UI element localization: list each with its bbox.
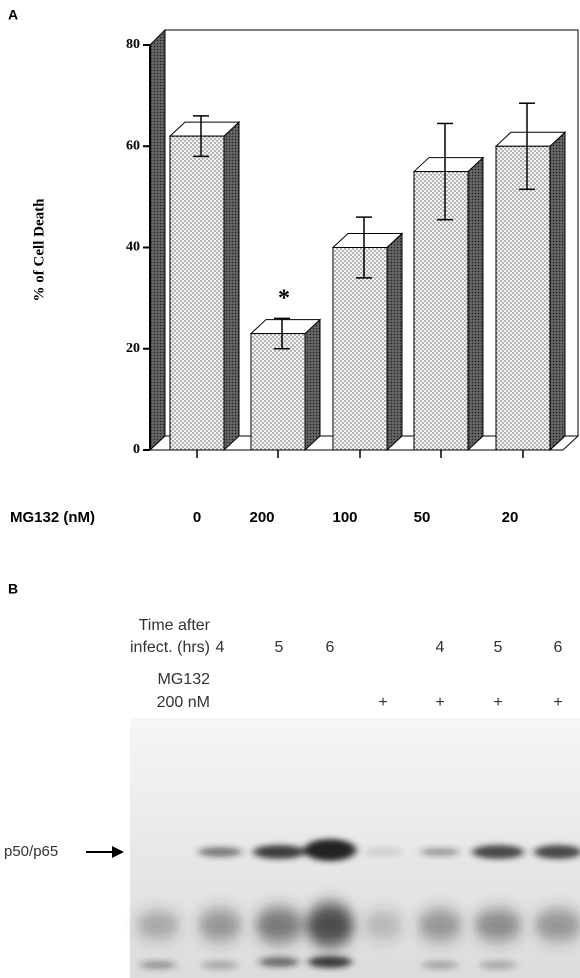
band-arrow — [86, 846, 124, 858]
y-tick-label: 20 — [126, 341, 140, 356]
lane-time: 4 — [436, 639, 445, 656]
mg-label: 200 nM — [157, 694, 210, 711]
lane-treatment: + — [493, 694, 502, 711]
lane-time: 5 — [494, 639, 503, 656]
x-tick-label: 50 — [414, 509, 431, 526]
x-tick-label: 20 — [502, 509, 519, 526]
bar — [496, 146, 550, 450]
bar-side — [224, 122, 239, 450]
band-label: p50/p65 — [4, 843, 58, 860]
bar — [251, 334, 305, 450]
panel-label: A — [8, 7, 18, 23]
x-tick-label: 200 — [249, 509, 274, 526]
lane-time: 6 — [326, 639, 335, 656]
y-tick-label: 0 — [133, 442, 140, 457]
y-tick-label: 40 — [126, 240, 140, 255]
figure: A 0 20 40 60 80 0 200 100 50 20 % of Cell Death M… — [0, 0, 580, 978]
x-tick-label: 100 — [332, 509, 357, 526]
bar-side — [550, 132, 565, 450]
lane-time: 4 — [216, 639, 225, 656]
lane-time: 5 — [275, 639, 284, 656]
bar — [414, 172, 468, 450]
gel — [130, 718, 580, 978]
time-label: infect. (hrs) — [130, 639, 210, 656]
lane-time: 6 — [554, 639, 563, 656]
x-tick-label: 0 — [193, 509, 201, 526]
x-axis-label: MG132 (nM) — [10, 509, 95, 526]
bar-side — [387, 234, 402, 451]
lane-treatment: + — [378, 694, 387, 711]
y-axis-label: % of Cell Death — [31, 198, 47, 302]
panel-label: B — [8, 581, 18, 597]
time-label: Time after — [139, 617, 211, 634]
lane-treatment: + — [553, 694, 562, 711]
lane-treatment: + — [435, 694, 444, 711]
annotation: * — [278, 286, 290, 312]
y-tick-label: 60 — [126, 138, 140, 153]
y-tick-label: 80 — [126, 37, 140, 52]
bar-side — [468, 158, 483, 450]
left-wall — [150, 30, 165, 450]
bar — [170, 136, 224, 450]
mg-label: MG132 — [158, 671, 211, 688]
bar-side — [305, 320, 320, 450]
